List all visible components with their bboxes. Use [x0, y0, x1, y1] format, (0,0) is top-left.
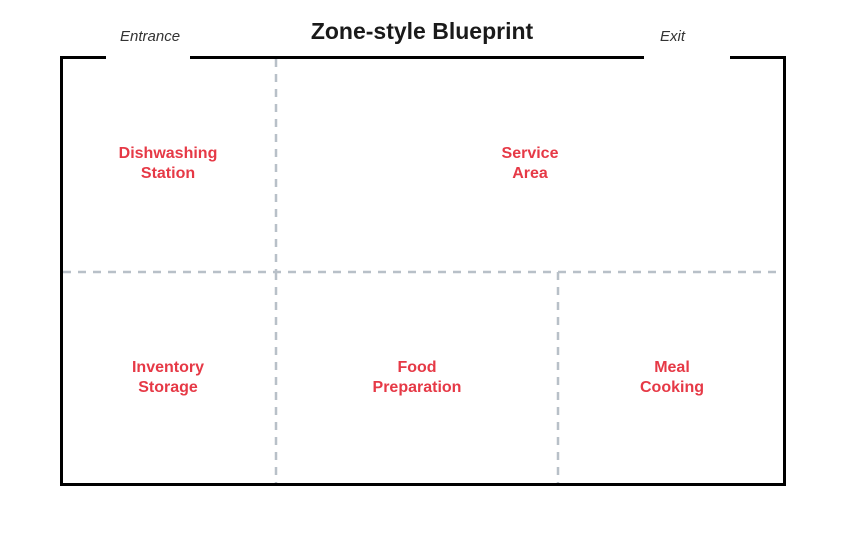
exit-label: Exit: [660, 28, 685, 45]
zone-label-cooking: Meal Cooking: [592, 358, 752, 398]
zone-label-inventory: Inventory Storage: [88, 358, 248, 398]
blueprint-svg: [60, 56, 786, 486]
zone-label-dishwashing: Dishwashing Station: [88, 144, 248, 184]
entrance-label: Entrance: [120, 28, 180, 45]
blueprint-container: Dishwashing Station Service Area Inventory…: [60, 56, 786, 486]
zone-label-service: Service Area: [450, 144, 610, 184]
zone-label-foodprep: Food Preparation: [337, 358, 497, 398]
